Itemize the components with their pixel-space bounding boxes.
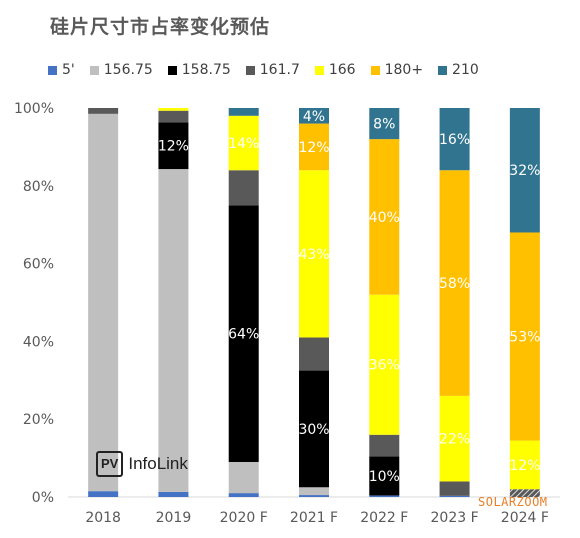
bar-segment xyxy=(228,461,259,494)
bar-segment xyxy=(509,232,540,441)
bar-segment xyxy=(369,294,400,435)
y-tick-label: 80% xyxy=(23,179,54,195)
bar-segment xyxy=(299,170,329,338)
data-label: 4% xyxy=(303,109,325,125)
bar-segment xyxy=(299,123,329,171)
bar-segment xyxy=(369,456,400,496)
legend-label: 210 xyxy=(452,62,479,78)
legend-item: 158.75 xyxy=(167,62,231,78)
legend-swatch xyxy=(245,65,255,75)
legend-swatch xyxy=(48,65,57,75)
bar-segment xyxy=(88,108,119,114)
bar-segment xyxy=(228,493,259,497)
legend-label: 158.75 xyxy=(181,62,231,78)
data-label: 36% xyxy=(369,358,400,374)
bar-segment xyxy=(299,108,329,124)
bar-segment xyxy=(439,108,470,171)
legend-item: 156.75 xyxy=(89,62,153,78)
x-tick-label: 2021 F xyxy=(290,510,338,526)
legend-item: 5' xyxy=(48,62,75,78)
legend-item: 161.7 xyxy=(245,62,300,78)
x-tick-label: 2024 F xyxy=(501,510,549,526)
watermark: SOLARZOOM xyxy=(478,495,548,509)
data-label: 58% xyxy=(439,276,470,292)
data-label: 64% xyxy=(228,327,259,343)
data-label: 8% xyxy=(373,117,395,133)
bar-segment xyxy=(439,481,470,496)
logo-pv-box: PV xyxy=(96,451,124,477)
bar-segment xyxy=(88,113,119,492)
bar-segment xyxy=(509,489,540,497)
data-label: 22% xyxy=(439,432,470,448)
legend-label: 5' xyxy=(62,62,75,78)
logo-text: InfoLink xyxy=(128,454,188,473)
legend-swatch xyxy=(167,65,177,75)
bar-segment xyxy=(299,495,329,497)
bar-segment xyxy=(299,337,329,371)
data-label: 53% xyxy=(509,330,540,346)
infolink-logo: PV InfoLink xyxy=(96,451,188,477)
y-tick-label: 40% xyxy=(23,334,54,350)
data-label: 40% xyxy=(369,210,400,226)
data-label: 43% xyxy=(298,247,329,263)
legend-swatch xyxy=(314,65,324,75)
bar-segment xyxy=(158,110,189,123)
y-tick-label: 100% xyxy=(14,101,54,117)
bar-segment xyxy=(369,495,400,497)
bar-segment xyxy=(299,370,329,488)
bar-segment xyxy=(88,491,119,497)
bar-segment xyxy=(228,115,259,171)
y-tick-label: 0% xyxy=(32,490,54,506)
bar-segment xyxy=(228,108,259,116)
legend-item: 210 xyxy=(438,62,479,78)
bar-segment xyxy=(439,395,470,482)
legend-swatch xyxy=(89,65,99,75)
bar-segment xyxy=(509,440,540,490)
data-label: 12% xyxy=(298,140,329,156)
bar-segment xyxy=(158,122,189,170)
legend-item: 166 xyxy=(314,62,356,78)
bar-segment xyxy=(439,170,470,396)
y-tick-label: 20% xyxy=(23,412,54,428)
x-tick-label: 2018 xyxy=(85,510,121,526)
x-tick-label: 2019 xyxy=(156,510,192,526)
data-label: 32% xyxy=(509,163,540,179)
bar-segment xyxy=(439,495,470,497)
legend-item: 180+ xyxy=(370,62,424,78)
x-tick-label: 2023 F xyxy=(431,510,479,526)
legend-label: 166 xyxy=(328,62,356,78)
x-tick-label: 2020 F xyxy=(220,510,268,526)
bar-segment xyxy=(158,169,189,492)
legend-label: 156.75 xyxy=(103,62,153,78)
bar-segment xyxy=(299,487,329,496)
bar-segment xyxy=(228,205,259,462)
data-label: 16% xyxy=(439,132,470,148)
data-label: 12% xyxy=(509,458,540,474)
bar-segment xyxy=(228,170,259,206)
x-tick-label: 2022 F xyxy=(360,510,408,526)
bar-segment xyxy=(369,108,400,140)
bar-segment xyxy=(369,139,400,295)
chart-title: 硅片尺寸市占率变化预估 xyxy=(50,16,271,38)
bar-segment xyxy=(158,491,189,497)
bar-segment xyxy=(158,108,189,111)
legend-swatch xyxy=(370,65,380,75)
data-label: 30% xyxy=(298,422,329,438)
legend-swatch xyxy=(438,65,448,75)
data-label: 14% xyxy=(228,136,259,152)
legend-label: 180+ xyxy=(384,62,424,78)
bar-segment xyxy=(509,108,540,233)
data-label: 12% xyxy=(158,139,189,155)
y-tick-label: 60% xyxy=(23,257,54,273)
bar-segment xyxy=(369,434,400,457)
data-label: 10% xyxy=(369,469,400,485)
legend-label: 161.7 xyxy=(259,62,300,78)
chart-legend: 5' 156.75 158.75 161.7 166 180+ 210 xyxy=(48,61,494,79)
